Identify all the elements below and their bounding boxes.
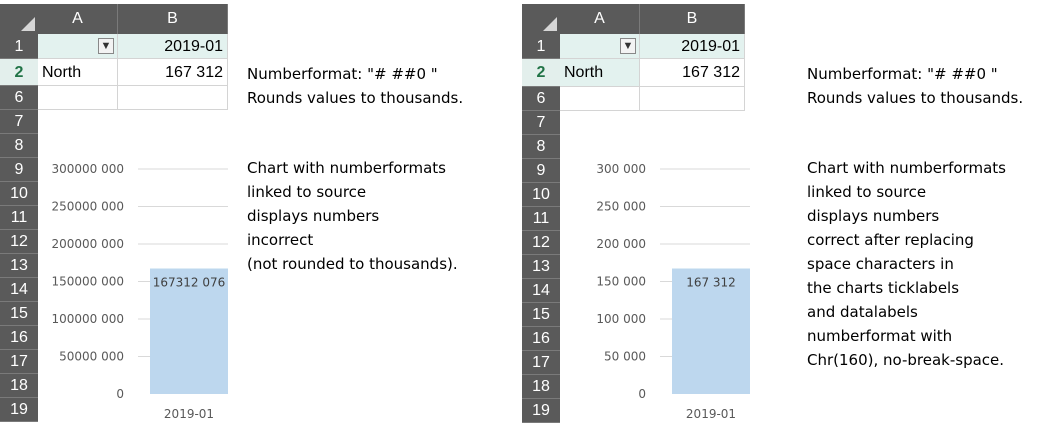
cell-a6[interactable]	[560, 87, 640, 111]
row-header-14[interactable]: 14	[0, 278, 38, 302]
y-tick-label: 300000 000	[51, 162, 124, 176]
cell-a2[interactable]: North	[560, 59, 640, 87]
cell-a1[interactable]: ▼	[560, 34, 640, 59]
y-tick-label: 200 000	[596, 237, 646, 251]
rounds-note-left: Rounds values to thousands.	[247, 89, 464, 107]
chart-note-line-4-left: incorrect	[247, 231, 314, 249]
row-header-18[interactable]: 18	[0, 374, 38, 398]
row-header-14[interactable]: 14	[522, 279, 560, 303]
chart-note-line-5-left: (not rounded to thousands).	[247, 255, 458, 273]
y-tick-label: 250000 000	[51, 200, 124, 214]
chart-note-line-3-left: displays numbers	[247, 207, 380, 225]
row-header-2[interactable]: 2	[0, 59, 38, 86]
bar-right	[672, 268, 750, 394]
left-panel: A B 1 2 6 7 8 9 10 11 12 13 14 15 16 17 …	[0, 4, 480, 426]
cell-b6[interactable]	[640, 87, 745, 111]
row-header-6[interactable]: 6	[0, 86, 38, 110]
row-header-8[interactable]: 8	[522, 135, 560, 159]
cell-b2[interactable]: 167 312	[640, 59, 745, 87]
chart-note-line-9-right: Chr(160), no-break-space.	[807, 351, 1005, 369]
chart-note-line-2-left: linked to source	[247, 183, 367, 201]
row-header-10[interactable]: 10	[522, 183, 560, 207]
row-header-16[interactable]: 16	[0, 326, 38, 350]
y-tick-label: 100 000	[596, 312, 646, 326]
select-all-corner[interactable]	[522, 4, 560, 34]
cell-a6[interactable]	[38, 86, 118, 110]
data-label: 167 312	[686, 276, 736, 290]
y-tick-label: 150000 000	[51, 275, 124, 289]
y-tick-label: 50000 000	[59, 350, 124, 364]
cell-b1[interactable]: 2019-01	[640, 34, 745, 59]
row-header-15[interactable]: 15	[0, 302, 38, 326]
row-header-7[interactable]: 7	[522, 111, 560, 135]
row-header-11[interactable]: 11	[0, 206, 38, 230]
chart-note-line-8-right: numberformat with	[807, 327, 953, 345]
right-panel: A B 1 2 6 7 8 9 10 11 12 13 14 15 16 17 …	[522, 4, 1045, 426]
column-header-a[interactable]: A	[38, 4, 118, 34]
column-header-a[interactable]: A	[560, 4, 640, 34]
format-note-right: Numberformat: "# ##0 "	[807, 65, 998, 83]
row-header-9[interactable]: 9	[0, 158, 38, 182]
y-tick-label: 200000 000	[51, 237, 124, 251]
chart-note-line-3-right: displays numbers	[807, 207, 940, 225]
row-header-2[interactable]: 2	[522, 59, 560, 87]
cell-b1[interactable]: 2019-01	[118, 34, 228, 59]
row-header-17[interactable]: 17	[0, 350, 38, 374]
filter-funnel-icon[interactable]: ▼	[98, 38, 114, 54]
bar-left	[150, 268, 228, 394]
data-label: 167312 076	[153, 276, 226, 290]
cell-b6[interactable]	[118, 86, 228, 110]
chart-note-line-6-right: the charts ticklabels	[807, 279, 960, 297]
row-header-1[interactable]: 1	[522, 34, 560, 59]
row-header-19[interactable]: 19	[522, 399, 560, 423]
row-header-16[interactable]: 16	[522, 327, 560, 351]
row-header-19[interactable]: 19	[0, 398, 38, 422]
chart-left[interactable]: 0 50000 000 100000 000 150000 000 200000 000…	[38, 154, 238, 426]
rounds-note-right: Rounds values to thousands.	[807, 89, 1024, 107]
row-header-7[interactable]: 7	[0, 110, 38, 134]
chart-note-line-2-right: linked to source	[807, 183, 927, 201]
select-all-triangle-icon	[21, 17, 35, 31]
row-header-12[interactable]: 12	[0, 230, 38, 254]
chart-note-line-7-right: and datalabels	[807, 303, 918, 321]
select-all-triangle-icon	[543, 17, 557, 31]
format-note-left: Numberformat: "# ##0 "	[247, 65, 438, 83]
y-tick-label: 0	[116, 387, 124, 401]
y-tick-label: 250 000	[596, 200, 646, 214]
x-category-label: 2019-01	[686, 407, 736, 421]
chart-note-line-5-right: space characters in	[807, 255, 954, 273]
row-header-13[interactable]: 13	[0, 254, 38, 278]
cell-a2[interactable]: North	[38, 59, 118, 86]
row-header-17[interactable]: 17	[522, 351, 560, 375]
y-tick-label: 50 000	[604, 350, 646, 364]
y-tick-label: 0	[638, 387, 646, 401]
row-header-6[interactable]: 6	[522, 87, 560, 111]
cell-b2[interactable]: 167 312	[118, 59, 228, 86]
row-header-1[interactable]: 1	[0, 34, 38, 59]
select-all-corner[interactable]	[0, 4, 38, 34]
column-header-b[interactable]: B	[118, 4, 228, 34]
chart-right[interactable]: 0 50 000 100 000 150 000 200 000 250 000 300 0…	[560, 154, 760, 426]
x-category-label: 2019-01	[164, 407, 214, 421]
row-header-18[interactable]: 18	[522, 375, 560, 399]
y-tick-label: 100000 000	[51, 312, 124, 326]
chart-note-line-1-left: Chart with numberformats	[247, 159, 446, 177]
row-header-8[interactable]: 8	[0, 134, 38, 158]
row-header-10[interactable]: 10	[0, 182, 38, 206]
chart-note-line-4-right: correct after replacing	[807, 231, 974, 249]
y-tick-label: 150 000	[596, 275, 646, 289]
column-header-b[interactable]: B	[640, 4, 745, 34]
y-tick-label: 300 000	[596, 162, 646, 176]
row-header-9[interactable]: 9	[522, 159, 560, 183]
cell-a1[interactable]: ▼	[38, 34, 118, 59]
row-header-15[interactable]: 15	[522, 303, 560, 327]
chart-note-line-1-right: Chart with numberformats	[807, 159, 1006, 177]
row-header-11[interactable]: 11	[522, 207, 560, 231]
row-header-12[interactable]: 12	[522, 231, 560, 255]
filter-funnel-icon[interactable]: ▼	[620, 38, 636, 54]
row-header-13[interactable]: 13	[522, 255, 560, 279]
